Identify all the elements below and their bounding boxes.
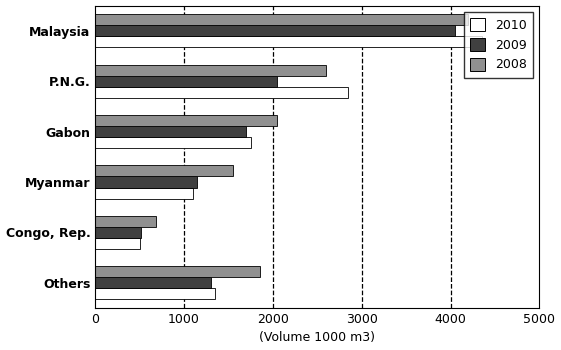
Bar	[95, 227, 141, 238]
Bar	[95, 25, 455, 36]
Bar	[95, 216, 155, 227]
Bar	[95, 14, 468, 25]
X-axis label: (Volume 1000 m3): (Volume 1000 m3)	[259, 331, 375, 344]
Bar	[95, 126, 246, 137]
Bar	[95, 288, 215, 300]
Bar	[95, 137, 251, 148]
Bar	[95, 238, 140, 249]
Bar	[95, 277, 211, 288]
Bar	[95, 165, 233, 176]
Bar	[95, 64, 326, 76]
Bar	[95, 76, 277, 87]
Bar	[95, 188, 193, 199]
Bar	[95, 87, 348, 98]
Bar	[95, 36, 482, 47]
Legend: 2010, 2009, 2008: 2010, 2009, 2008	[464, 12, 533, 78]
Bar	[95, 176, 197, 188]
Bar	[95, 115, 277, 126]
Bar	[95, 266, 260, 277]
